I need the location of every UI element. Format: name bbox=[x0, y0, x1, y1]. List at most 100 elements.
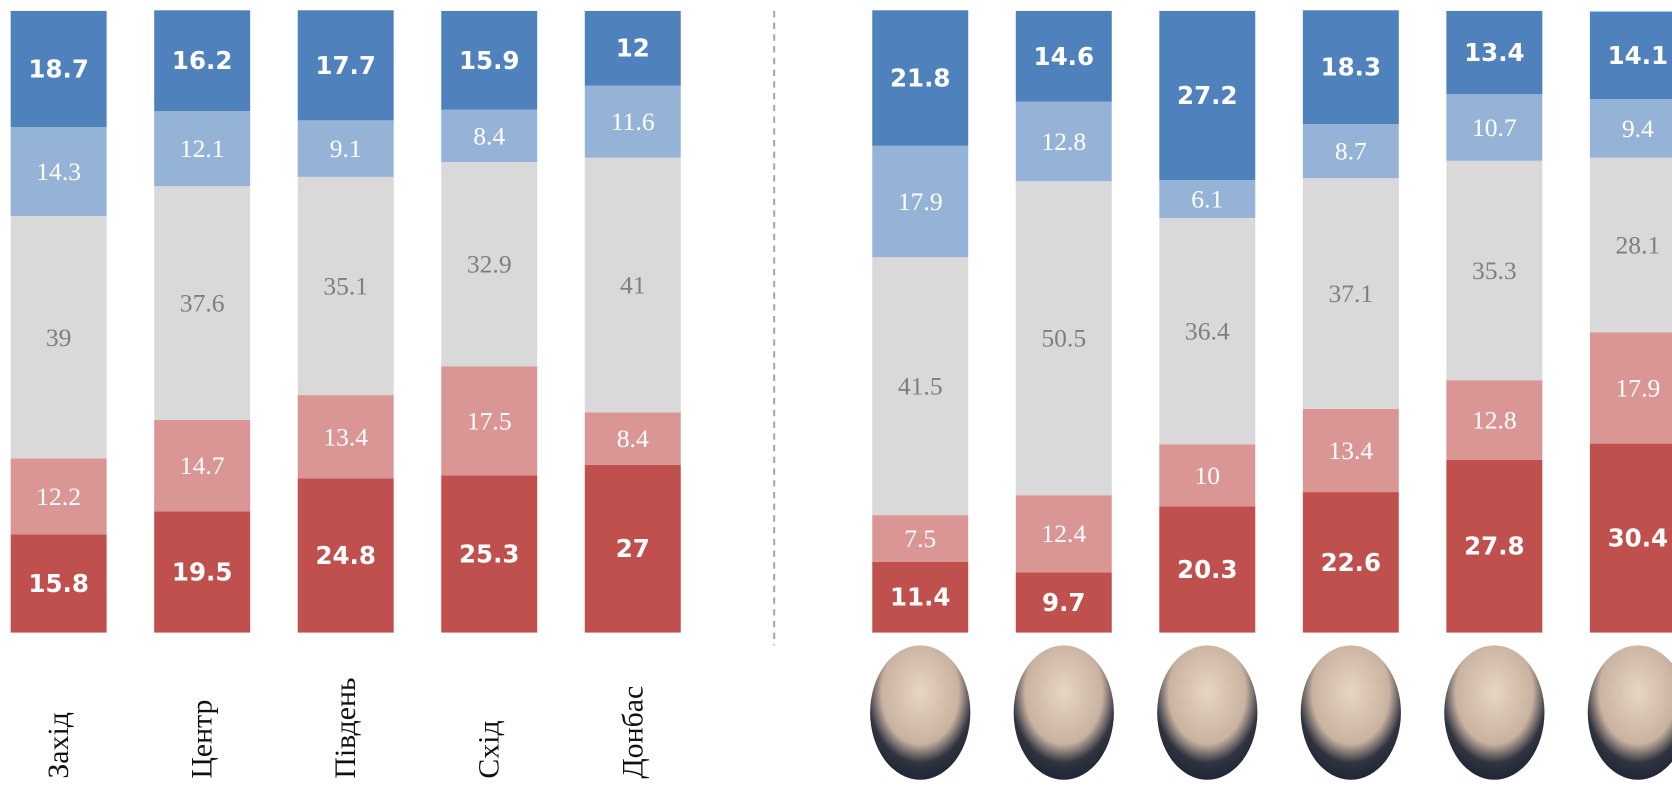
value-label: 27.8 bbox=[1464, 532, 1524, 561]
value-label: 14.3 bbox=[36, 157, 81, 186]
value-label: 8.7 bbox=[1335, 137, 1367, 166]
value-label: 35.1 bbox=[323, 272, 368, 301]
bar-segment bbox=[1159, 506, 1256, 633]
value-label: 21.8 bbox=[890, 64, 951, 93]
bar-segment bbox=[154, 111, 251, 187]
value-label: 12.8 bbox=[1472, 405, 1517, 434]
bar-segment bbox=[1159, 10, 1256, 181]
bar-segment bbox=[1589, 157, 1672, 333]
candidate-photo bbox=[1157, 645, 1258, 780]
value-label: 28.1 bbox=[1615, 230, 1660, 259]
value-label: 8.4 bbox=[617, 424, 649, 453]
bar-segment bbox=[1015, 10, 1112, 102]
x-tick-label: Схід bbox=[473, 720, 506, 778]
value-label: 17.5 bbox=[467, 406, 512, 435]
bar-segment bbox=[154, 186, 251, 420]
value-label: 14.1 bbox=[1608, 41, 1669, 70]
bar-segment bbox=[1015, 495, 1112, 573]
candidate-photo bbox=[870, 645, 971, 780]
bar-segment bbox=[1302, 10, 1399, 125]
value-label: 32.9 bbox=[467, 250, 512, 279]
value-label: 13.4 bbox=[1328, 436, 1373, 465]
bar-segment bbox=[872, 515, 969, 562]
bar-segment bbox=[1589, 99, 1672, 158]
bar-segment bbox=[1589, 11, 1672, 100]
value-label: 12.8 bbox=[1041, 127, 1086, 156]
candidate-photo bbox=[1444, 645, 1545, 780]
bar-segment bbox=[441, 161, 538, 367]
value-label: 12.1 bbox=[180, 134, 225, 163]
bar-segment bbox=[872, 257, 969, 516]
bar-segment bbox=[441, 109, 538, 162]
bar-segment bbox=[1446, 10, 1543, 95]
value-label: 9.7 bbox=[1042, 588, 1085, 617]
candidate-photo bbox=[1013, 645, 1114, 780]
bar-segment bbox=[1302, 124, 1399, 179]
bar-segment bbox=[1302, 408, 1399, 493]
bar-segment bbox=[154, 10, 251, 112]
value-label: 36.4 bbox=[1185, 317, 1230, 346]
value-label: 17.9 bbox=[1615, 373, 1660, 402]
bar-segment bbox=[297, 10, 394, 121]
value-label: 11.4 bbox=[890, 583, 951, 612]
value-label: 17.9 bbox=[898, 187, 943, 216]
value-label: 12.2 bbox=[36, 482, 81, 511]
value-label: 37.1 bbox=[1328, 279, 1373, 308]
x-tick-label: Центр bbox=[186, 700, 219, 779]
value-label: 37.6 bbox=[180, 289, 225, 318]
bar-segment bbox=[872, 561, 969, 633]
bar-segment bbox=[297, 120, 394, 177]
value-label: 6.1 bbox=[1191, 184, 1223, 213]
bar-segment bbox=[154, 419, 251, 512]
value-label: 7.5 bbox=[904, 524, 936, 553]
value-label: 9.4 bbox=[1622, 114, 1654, 143]
bar-segment bbox=[1302, 492, 1399, 633]
value-label: 10 bbox=[1195, 461, 1221, 490]
value-label: 10.7 bbox=[1472, 113, 1517, 142]
bar-segment bbox=[441, 10, 538, 110]
value-label: 13.4 bbox=[323, 422, 368, 451]
bar-segment bbox=[1589, 332, 1672, 444]
candidate-photo bbox=[1300, 645, 1401, 780]
value-label: 17.7 bbox=[315, 51, 376, 80]
x-tick-label: Донбас bbox=[616, 686, 649, 779]
value-label: 20.3 bbox=[1177, 555, 1238, 584]
bar-segment bbox=[1159, 217, 1256, 445]
bar-segment bbox=[1159, 444, 1256, 507]
x-tick-label: Південь bbox=[329, 677, 362, 778]
value-label: 8.4 bbox=[473, 121, 505, 150]
bar-segment bbox=[441, 366, 538, 476]
value-label: 35.3 bbox=[1472, 256, 1517, 285]
value-label: 27 bbox=[616, 534, 650, 563]
bar-segment bbox=[1446, 160, 1543, 381]
bar-segment bbox=[1446, 459, 1543, 633]
bar-segment bbox=[1015, 572, 1112, 633]
bar-segment bbox=[584, 412, 681, 465]
bar-segment bbox=[1015, 181, 1112, 496]
value-label: 39 bbox=[46, 323, 72, 352]
value-label: 25.3 bbox=[459, 539, 519, 568]
value-label: 19.5 bbox=[172, 557, 233, 586]
bar-segment bbox=[1302, 178, 1399, 409]
value-label: 12 bbox=[616, 34, 650, 63]
bar-segment bbox=[10, 534, 107, 633]
bar-segment bbox=[1589, 443, 1672, 633]
value-label: 22.6 bbox=[1321, 548, 1382, 577]
bar-segment bbox=[1015, 101, 1112, 182]
bar-segment bbox=[1159, 180, 1256, 218]
bar-segment bbox=[10, 216, 107, 459]
value-label: 15.8 bbox=[28, 569, 89, 598]
bar-segment bbox=[441, 475, 538, 633]
bar-segment bbox=[297, 395, 394, 479]
value-label: 18.3 bbox=[1321, 53, 1382, 82]
value-label: 14.6 bbox=[1034, 42, 1095, 71]
bar-segment bbox=[10, 458, 107, 535]
bar-segment bbox=[10, 10, 107, 128]
value-label: 30.4 bbox=[1608, 524, 1669, 553]
bar-segment bbox=[1446, 94, 1543, 161]
value-label: 12.4 bbox=[1041, 519, 1086, 548]
bar-segment bbox=[584, 157, 681, 413]
value-label: 41.5 bbox=[898, 372, 943, 401]
